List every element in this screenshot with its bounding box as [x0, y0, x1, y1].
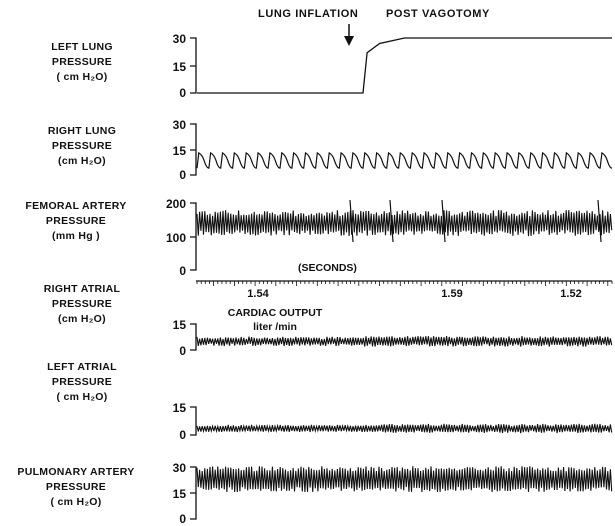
femoral-tick-200: 200: [166, 197, 186, 211]
pulmonary-artery-trace: [196, 466, 613, 493]
pulmonary-artery-pressure-band: [196, 466, 613, 493]
femoral-artery-axis: [190, 202, 197, 271]
left-atrial-pressure-band: [196, 423, 613, 434]
time-axis-label: (SECONDS): [298, 262, 357, 274]
right-lung-series-line: [196, 151, 613, 169]
lung-inflation-label: LUNG INFLATION: [258, 8, 359, 20]
pulmonary-tick-15: 15: [173, 487, 187, 501]
cardiac-output-title: CARDIAC OUTPUT: [227, 307, 323, 319]
right-atrial-axis: [190, 323, 197, 351]
time-tick-1: 1.54: [247, 288, 269, 300]
right-lung-axis: [190, 123, 197, 176]
left-atrial-tick-15: 15: [173, 401, 187, 415]
right-lung-pressure-label: RIGHT LUNG PRESSURE (cm H₂O): [47, 125, 117, 167]
left-lung-axis: [190, 37, 197, 94]
right-lung-tick-0: 0: [179, 168, 186, 182]
right-lung-tick-15: 15: [173, 144, 187, 158]
femoral-artifact-3: [441, 199, 446, 243]
cardiac-output-unit: liter /min: [253, 321, 297, 333]
femoral-artifact-4: [597, 199, 602, 243]
right-lung-tick-30: 30: [173, 118, 187, 132]
left-atrial-pressure-label: LEFT ATRIAL PRESSURE ( cm H₂O): [47, 361, 117, 403]
left-lung-pressure-label: LEFT LUNG PRESSURE ( cm H₂O): [51, 41, 113, 83]
femoral-artery-pressure-label: FEMORAL ARTERY PRESSURE (mm Hg ): [25, 200, 127, 242]
cardiac-output-label: CARDIAC OUTPUT liter /min: [210, 306, 340, 334]
inflation-arrow: [344, 24, 354, 46]
time-tick-2: 1.59: [441, 288, 462, 300]
left-lung-series-line: [197, 37, 612, 94]
right-atrial-tick-0: 0: [179, 344, 186, 358]
right-atrial-pressure-band: [196, 336, 613, 347]
right-atrial-pressure-label: RIGHT ATRIAL PRESSURE (cm H₂O): [43, 283, 121, 325]
left-atrial-trace: [196, 423, 613, 434]
pulmonary-tick-30: 30: [173, 461, 187, 475]
left-lung-tick-30: 30: [173, 32, 187, 46]
inflation-arrow-head: [344, 36, 354, 46]
left-lung-tick-15: 15: [173, 60, 187, 74]
femoral-artifact-1: [349, 199, 354, 243]
tick-labels: 30 15 0 30 15 0 200 100 0 15 0 15 0 30 1…: [166, 32, 186, 526]
right-lung-trace: [196, 151, 613, 169]
time-tick-labels: 1.54 1.59 1.52: [247, 288, 581, 300]
post-vagotomy-label: POST VAGOTOMY: [386, 8, 490, 20]
pulmonary-artery-pressure-label: PULMONARY ARTERY PRESSURE ( cm H₂O): [17, 466, 135, 508]
pulmonary-artery-axis: [190, 466, 197, 520]
axes-group: [190, 37, 612, 520]
pulmonary-tick-0: 0: [179, 512, 186, 526]
time-tick-3: 1.52: [560, 288, 581, 300]
left-lung-trace: [197, 37, 612, 94]
femoral-tick-0: 0: [179, 264, 186, 278]
left-atrial-axis: [190, 406, 197, 436]
right-atrial-tick-15: 15: [173, 318, 187, 332]
femoral-artery-pressure-band: [196, 210, 613, 237]
right-atrial-trace: [196, 336, 613, 347]
femoral-artery-trace: [196, 199, 613, 243]
femoral-artifact-2: [389, 199, 394, 243]
left-atrial-tick-0: 0: [179, 428, 186, 442]
left-lung-tick-0: 0: [179, 86, 186, 100]
time-tick-marks: [196, 281, 613, 286]
femoral-tick-100: 100: [166, 231, 186, 245]
